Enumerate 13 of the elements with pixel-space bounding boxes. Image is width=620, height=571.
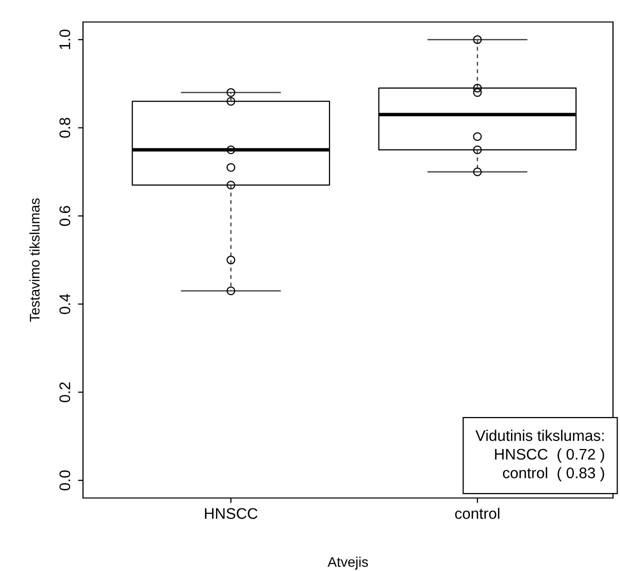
y-tick-label: 0.0 <box>59 470 70 490</box>
annotation: HNSCC ( 0.72 ) <box>495 448 604 463</box>
y-axis-title: Testavimo tikslumas <box>29 198 40 322</box>
x-tick-label: HNSCC <box>205 508 258 519</box>
annotation: Vidutinis tikslumas: <box>475 430 604 441</box>
y-tick-label: 1.0 <box>59 30 70 50</box>
y-tick-label: 0.4 <box>59 294 70 314</box>
y-tick-label: 0.6 <box>59 206 70 226</box>
y-tick-label: 0.2 <box>59 382 70 402</box>
x-tick-label: control <box>455 508 500 519</box>
x-axis-title: Atvejis <box>328 556 368 570</box>
annotation: control ( 0.83 ) <box>502 467 604 482</box>
y-tick-label: 0.8 <box>59 118 70 138</box>
